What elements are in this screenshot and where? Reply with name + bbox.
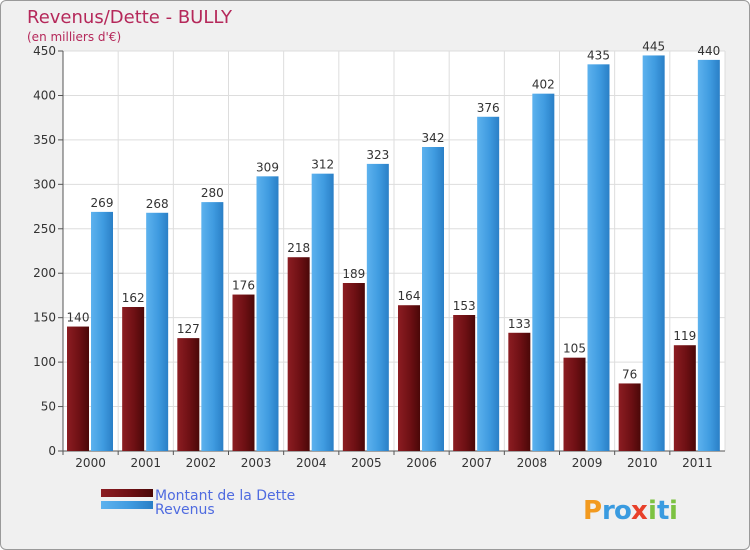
data-label: 140 (67, 311, 90, 325)
bar-dette (563, 357, 586, 451)
bar-dette (122, 307, 145, 451)
legend-label-debt: Montant de la Dette (155, 488, 295, 504)
bar-dette (67, 326, 89, 451)
data-label: 269 (91, 196, 114, 210)
data-label: 312 (311, 158, 334, 172)
data-label: 119 (673, 329, 696, 343)
data-label: 153 (453, 299, 476, 313)
x-tick-label: 2002 (186, 456, 217, 470)
data-label: 445 (642, 39, 665, 53)
bar-revenus (587, 64, 610, 452)
bar-revenus (366, 163, 389, 451)
y-tick-label: 200 (33, 266, 56, 280)
data-label: 376 (477, 101, 500, 115)
x-tick-label: 2004 (296, 456, 327, 470)
bar-revenus (146, 212, 169, 451)
data-label: 162 (122, 291, 145, 305)
data-label: 323 (366, 148, 389, 162)
legend-swatch-debt (101, 489, 153, 497)
data-label: 105 (563, 342, 586, 356)
legend-swatch-revenus (101, 501, 153, 509)
y-axis: 0 50 100 150 200 250 300 350 400 450 (33, 44, 64, 458)
data-label: 268 (146, 197, 169, 211)
y-tick-label: 350 (33, 133, 56, 147)
data-label: 342 (422, 131, 445, 145)
data-label: 189 (342, 267, 365, 281)
x-tick-label: 2008 (517, 456, 548, 470)
y-tick-label: 300 (33, 177, 56, 191)
x-tick-label: 2000 (75, 456, 106, 470)
bar-dette (232, 294, 255, 451)
data-label: 280 (201, 186, 224, 200)
bar-dette (177, 338, 200, 451)
y-tick-label: 50 (41, 400, 56, 414)
plot-area (62, 50, 726, 452)
data-labels: 140 269 162 268 127 280 176 309 218 312 189 323 164 3… (67, 39, 721, 381)
x-tick-label: 2003 (241, 456, 272, 470)
data-label: 127 (177, 322, 200, 336)
x-tick-label: 2001 (130, 456, 161, 470)
bar-dette (453, 315, 476, 451)
bar-dette (398, 305, 420, 451)
data-label: 218 (287, 241, 310, 255)
y-tick-label: 250 (33, 222, 56, 236)
legend-label-revenus: Revenus (155, 502, 215, 518)
data-label: 133 (508, 317, 531, 331)
data-label: 164 (398, 289, 421, 303)
x-axis: 2000 2001 2002 2003 2004 2005 2006 2007 2008 2009… (62, 450, 725, 470)
y-tick-label: 0 (48, 444, 56, 458)
bar-revenus (201, 202, 224, 451)
y-tick-label: 450 (33, 44, 56, 58)
bar-revenus (697, 59, 720, 452)
y-tick-label: 150 (33, 311, 56, 325)
bar-dette (342, 283, 365, 451)
logo-letter: i (669, 496, 678, 526)
bar-revenus (477, 116, 500, 452)
data-label: 402 (532, 78, 555, 92)
data-label: 76 (622, 367, 637, 381)
chart-title: Revenus/Dette - BULLY (27, 7, 233, 28)
x-tick-label: 2007 (461, 456, 492, 470)
legend: Montant de la Dette Revenus (101, 488, 295, 518)
bar-revenus (642, 55, 665, 451)
bar-revenus (256, 176, 279, 452)
logo-letter: P (583, 496, 602, 526)
x-tick-label: 2009 (572, 456, 603, 470)
bar-dette (508, 332, 531, 451)
bar-revenus (422, 147, 444, 451)
x-tick-label: 2011 (682, 456, 713, 470)
x-tick-label: 2006 (406, 456, 437, 470)
x-tick-label: 2010 (627, 456, 658, 470)
logo-letter: o (614, 496, 632, 526)
bar-dette (618, 383, 641, 451)
data-label: 309 (256, 160, 279, 174)
bar-revenus (91, 211, 113, 451)
bar-revenus (311, 173, 334, 451)
bars (67, 55, 720, 452)
bar-dette (673, 345, 696, 451)
data-label: 435 (587, 48, 610, 62)
logo-letter: t (657, 496, 669, 526)
x-tick-label: 2005 (351, 456, 382, 470)
logo-letter: i (648, 496, 657, 526)
data-label: 176 (232, 279, 255, 293)
chart-subtitle: (en milliers d'€) (27, 30, 121, 44)
logo-letter: r (602, 496, 615, 526)
y-tick-label: 400 (33, 88, 56, 102)
bar-dette (287, 257, 310, 451)
logo-letter: x (631, 496, 648, 526)
y-tick-label: 100 (33, 355, 56, 369)
data-label: 440 (697, 44, 720, 58)
bar-revenus (532, 93, 555, 452)
